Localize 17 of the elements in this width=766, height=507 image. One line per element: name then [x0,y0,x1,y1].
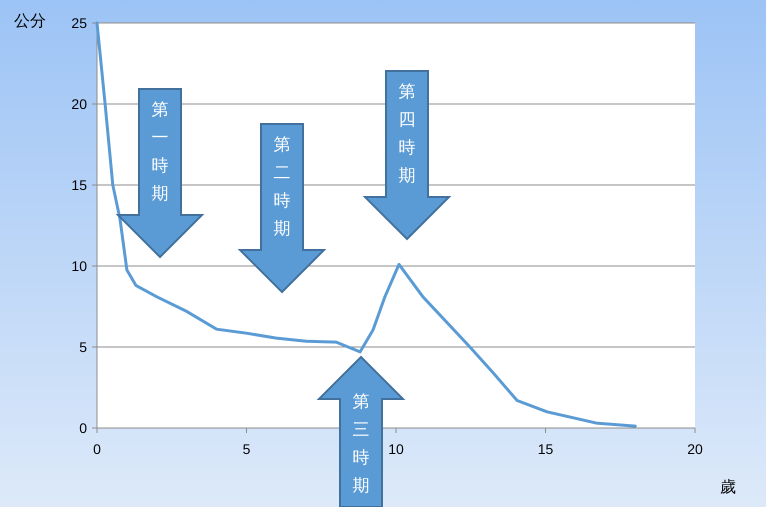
x-tick-label: 15 [538,441,554,457]
x-tick-label: 5 [242,441,251,457]
y-tick-label: 25 [71,15,88,31]
annotation: 第三時期 [352,392,370,496]
annotation: 第二時期 [274,135,290,239]
y-axis-title: 公分 [14,11,46,30]
y-tick-label: 15 [71,177,88,193]
y-tick-label: 10 [71,258,88,274]
x-tick-label: 10 [388,441,404,457]
y-tick-label: 5 [79,339,88,355]
x-tick-label: 0 [93,441,102,457]
x-tick-label: 20 [687,441,703,457]
annotation: 第一時期 [152,100,168,204]
x-axis-title: 歲 [720,477,736,496]
annotation: 第四時期 [398,82,416,186]
y-tick-label: 20 [71,96,88,112]
y-tick-label: 0 [79,420,88,436]
